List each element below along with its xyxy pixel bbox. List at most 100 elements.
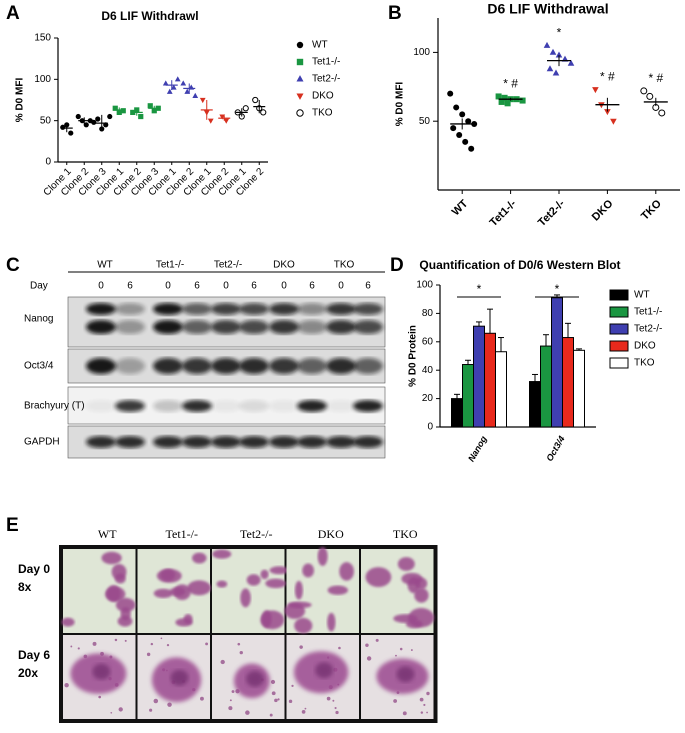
speck — [335, 710, 339, 715]
blot-row-label: Nanog — [24, 314, 53, 325]
speck — [269, 713, 273, 717]
colony — [246, 574, 261, 586]
bar — [484, 332, 496, 428]
significance-label: * — [555, 282, 560, 296]
speck — [160, 637, 163, 640]
day-value: 0 — [338, 281, 344, 292]
dot — [147, 103, 153, 109]
blot-band — [269, 320, 299, 334]
blot-band — [353, 320, 383, 334]
blot-band — [211, 320, 241, 334]
blot-band — [211, 436, 241, 448]
bar — [551, 297, 563, 428]
colony — [105, 586, 126, 602]
significance-label: * # — [600, 70, 615, 84]
speck — [118, 707, 123, 712]
dot — [296, 109, 304, 117]
blot-band — [239, 320, 269, 334]
legend-label: DKO — [312, 91, 334, 102]
colony — [92, 663, 111, 680]
dot — [199, 97, 206, 104]
dot — [543, 41, 551, 48]
blot-band — [115, 320, 145, 334]
chart-title: D6 LIF Withdrawl — [101, 9, 198, 23]
micrograph-column-label: DKO — [318, 527, 344, 541]
blot-band — [353, 358, 383, 374]
colony — [327, 585, 349, 595]
dot — [501, 94, 508, 101]
colony — [153, 588, 173, 598]
bar — [540, 345, 552, 428]
dot — [260, 109, 267, 116]
colony — [160, 569, 176, 581]
dot — [640, 87, 648, 95]
micrograph-column-label: Tet2-/- — [240, 527, 272, 541]
colony — [114, 573, 126, 584]
speck — [402, 711, 407, 716]
blot-group-label: Tet2-/- — [214, 260, 242, 271]
panel-letter: D — [390, 255, 404, 276]
legend-swatch — [609, 306, 629, 318]
dot — [646, 92, 654, 100]
blot-group-label: WT — [97, 260, 113, 271]
blot-band — [86, 358, 116, 374]
speck — [365, 643, 369, 648]
colony — [240, 588, 251, 608]
blot-band — [86, 320, 116, 334]
colony — [339, 562, 354, 581]
panel-letter: C — [6, 255, 20, 276]
legend-label: Tet1-/- — [312, 57, 340, 68]
colony — [365, 567, 392, 588]
speck — [420, 711, 424, 714]
dot — [166, 88, 173, 94]
y-tick-label: 80 — [422, 308, 434, 319]
dot — [453, 104, 460, 111]
x-tick-label: WT — [450, 197, 471, 218]
y-axis-title: % D0 MFI — [15, 78, 26, 123]
bar — [451, 398, 463, 428]
micrograph-row-label: Day 6 — [18, 648, 50, 662]
speck — [423, 703, 426, 707]
micrograph-row-label: Day 0 — [18, 562, 50, 576]
significance-label: * — [477, 282, 482, 296]
dot — [180, 80, 187, 86]
speck — [114, 638, 118, 642]
speck — [92, 641, 97, 646]
dot — [658, 109, 666, 117]
legend-label: Tet1-/- — [634, 307, 662, 318]
y-tick-label: 50 — [419, 116, 431, 127]
y-tick-label: 60 — [422, 336, 434, 347]
bar — [529, 381, 541, 428]
day-value: 0 — [98, 281, 104, 292]
dot — [459, 111, 466, 118]
speck — [393, 699, 398, 703]
dot — [567, 59, 575, 66]
colony — [287, 601, 312, 609]
speck — [245, 710, 250, 715]
colony — [315, 662, 334, 679]
dot — [450, 125, 457, 132]
bar — [462, 364, 474, 428]
dot — [162, 80, 169, 86]
blot-row-label: Brachyury (T) — [24, 401, 85, 412]
speck — [77, 647, 80, 650]
y-tick-label: 50 — [40, 115, 52, 126]
blot-band — [269, 358, 299, 374]
significance-label: * # — [503, 77, 518, 91]
dot — [549, 48, 557, 55]
dot — [465, 118, 472, 125]
speck — [98, 695, 102, 699]
dot — [138, 113, 144, 120]
speck — [395, 654, 397, 657]
legend-label: TKO — [312, 108, 333, 119]
dot — [120, 108, 126, 114]
chart-title: D6 LIF Withdrawal — [487, 1, 608, 17]
blot-band — [297, 303, 327, 315]
colony — [173, 584, 191, 601]
dot — [462, 138, 469, 145]
dot — [495, 93, 502, 100]
legend-swatch — [609, 289, 629, 301]
speck — [270, 679, 276, 685]
speck — [375, 638, 379, 642]
